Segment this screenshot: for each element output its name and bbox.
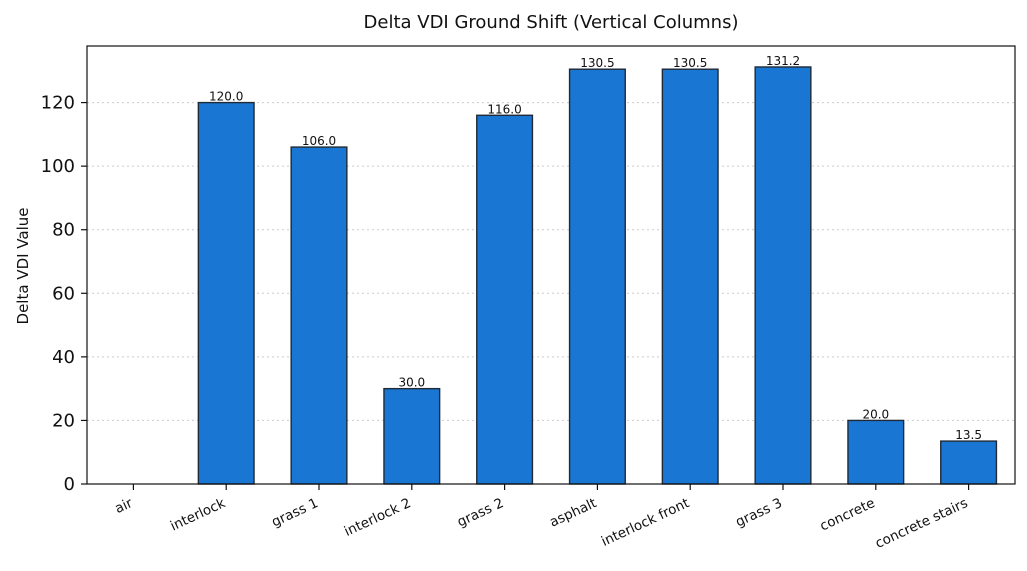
plot-frame — [86, 45, 1016, 485]
bar — [754, 66, 812, 485]
bar — [661, 68, 719, 485]
bar — [568, 68, 626, 485]
y-tick-label: 0 — [64, 474, 75, 495]
y-axis-ticks: 0 20 40 60 80 100 120 — [41, 93, 87, 495]
data-label: 116.0 — [487, 102, 521, 116]
y-tick-label: 80 — [52, 220, 75, 241]
x-tick-label: air — [112, 495, 135, 517]
data-label: 130.5 — [673, 56, 707, 70]
y-tick-label: 100 — [41, 156, 75, 177]
bar — [383, 387, 441, 485]
data-label: 131.2 — [766, 54, 800, 68]
x-tick-label: grass 1 — [269, 495, 320, 530]
x-tick-label: interlock front — [599, 495, 692, 550]
bar — [290, 146, 348, 485]
bar — [940, 440, 998, 485]
x-tick-label: concrete stairs — [873, 495, 970, 552]
bars — [197, 66, 998, 485]
y-tick-label: 20 — [52, 410, 75, 431]
x-tick-label: grass 2 — [455, 495, 506, 530]
data-label: 20.0 — [862, 407, 889, 421]
bar — [197, 101, 255, 485]
x-tick-label: concrete — [817, 495, 877, 534]
x-tick-label: interlock 2 — [342, 495, 414, 540]
y-axis-label: Delta VDI Value — [14, 208, 32, 325]
data-label: 120.0 — [209, 90, 243, 104]
chart-title: Delta VDI Ground Shift (Vertical Columns… — [364, 12, 739, 33]
bar — [847, 419, 905, 485]
data-label: 13.5 — [955, 428, 982, 442]
x-axis-ticks: air interlock grass 1 interlock 2 grass 2 asp… — [112, 484, 970, 552]
data-label: 30.0 — [398, 376, 425, 390]
bar — [476, 114, 534, 485]
y-tick-label: 60 — [52, 283, 75, 304]
data-labels: 120.0 106.0 30.0 116.0 130.5 130.5 131.2 20.0 13… — [209, 54, 982, 442]
y-tick-label: 40 — [52, 347, 75, 368]
y-tick-label: 120 — [41, 93, 75, 114]
x-tick-label: grass 3 — [733, 495, 784, 530]
data-label: 130.5 — [580, 56, 614, 70]
x-tick-label: asphalt — [547, 495, 599, 531]
data-label: 106.0 — [302, 134, 336, 148]
x-tick-label: interlock — [168, 495, 228, 534]
